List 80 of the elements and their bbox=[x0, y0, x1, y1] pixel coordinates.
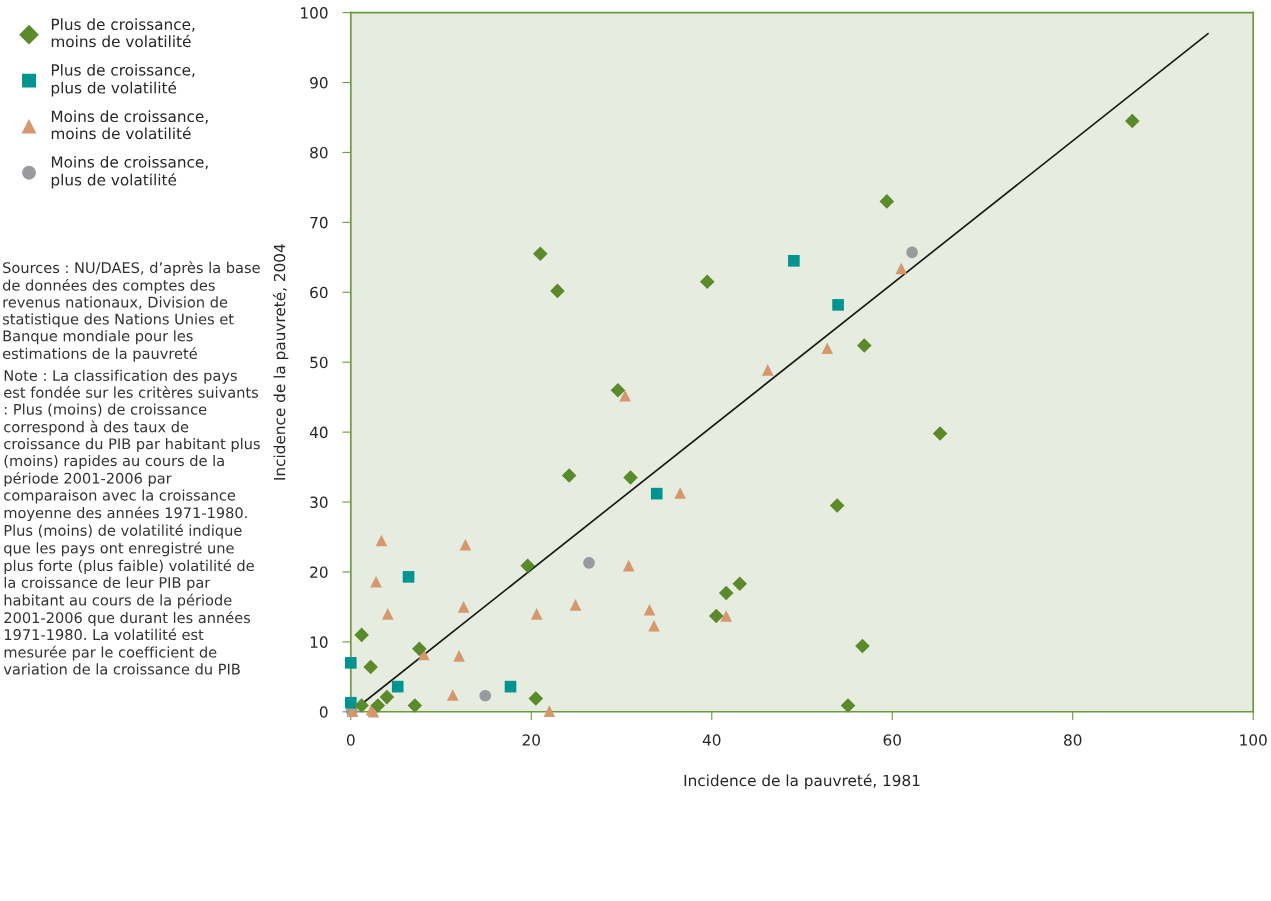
point bbox=[906, 246, 918, 259]
legend-label: Moins de croissance, plus de volatilité bbox=[51, 155, 208, 189]
point bbox=[479, 689, 492, 702]
point bbox=[407, 698, 423, 713]
legend-label: Moins de croissance, moins de volatilité bbox=[51, 110, 208, 140]
y-tick-label: 80 bbox=[310, 146, 328, 159]
point bbox=[622, 559, 635, 572]
point bbox=[375, 534, 388, 547]
y-tick-label: 0 bbox=[319, 706, 328, 718]
point bbox=[674, 487, 686, 499]
point bbox=[381, 608, 394, 620]
y-tick-label: 40 bbox=[309, 426, 328, 439]
point bbox=[623, 470, 638, 485]
x-tick-label: 80 bbox=[1064, 734, 1082, 746]
y-tick-label: 100 bbox=[301, 7, 328, 19]
point bbox=[821, 342, 834, 355]
legend-label: Plus de croissance, plus de volatilité bbox=[51, 63, 195, 97]
y-tick-label: 30 bbox=[310, 496, 328, 509]
point bbox=[550, 283, 565, 299]
point bbox=[619, 389, 631, 402]
point bbox=[720, 610, 733, 622]
y-tick-label: 70 bbox=[310, 216, 328, 229]
text: Note : La classification des pays est fondée sur les critères suivants : Plus (moins) de croissance correspond à des taux de croissance du PIB par habitant plus (moins) rapides au cours de la période 2001-2006 par comparaison avec la croissance moyenne des années 1971-1980. Plus (moins) de volatilité indique que les pays ont enregistré une plus forte (plus faible) volatilité de la croissance de leur PIB par habitant au cours de la période 2001-2006 que durant les années 1971-1980. La volatilité est mesurée par le coefficient de variation de la croissance du PIB bbox=[3, 369, 260, 675]
x-tick-label: 60 bbox=[883, 734, 901, 746]
point bbox=[840, 698, 856, 713]
point bbox=[528, 691, 544, 706]
point bbox=[370, 698, 386, 713]
point bbox=[699, 274, 715, 290]
point bbox=[761, 364, 774, 376]
point bbox=[402, 571, 415, 583]
point bbox=[354, 627, 369, 643]
point bbox=[363, 659, 378, 675]
point bbox=[370, 575, 382, 588]
point bbox=[379, 689, 395, 705]
point bbox=[895, 262, 908, 275]
point bbox=[829, 498, 845, 513]
point bbox=[446, 689, 459, 701]
point bbox=[879, 194, 895, 209]
point bbox=[543, 705, 556, 717]
point bbox=[650, 487, 663, 500]
point bbox=[932, 426, 948, 441]
point bbox=[732, 576, 748, 592]
point bbox=[504, 680, 517, 693]
point bbox=[344, 696, 357, 709]
y-tick-label: 10 bbox=[310, 636, 328, 648]
x-tick-label: 40 bbox=[702, 734, 721, 746]
source-note: Sources : NU/DAES, d’après la base de données des comptes des revenus nationaux, Division de statistique des Nations Unies et Banque mondiale pour les estimations de la pauvreté bbox=[2, 261, 260, 362]
y-tick-label: 60 bbox=[310, 286, 328, 299]
point bbox=[530, 608, 543, 620]
y-tick-label: 90 bbox=[310, 77, 328, 89]
y-tick-label: 50 bbox=[310, 356, 328, 369]
y-axis-title: Incidence de la pauvreté, 2004 bbox=[272, 244, 289, 480]
x-tick-label: 100 bbox=[1240, 734, 1267, 746]
point bbox=[648, 619, 660, 632]
point bbox=[453, 650, 465, 662]
y-tick-label: 20 bbox=[310, 566, 328, 578]
legend-label: Plus de croissance, moins de volatilité bbox=[51, 18, 195, 48]
point bbox=[520, 558, 535, 573]
point bbox=[788, 255, 800, 267]
point bbox=[561, 468, 577, 483]
point bbox=[583, 557, 595, 569]
point bbox=[457, 601, 470, 613]
point bbox=[569, 599, 582, 611]
point bbox=[610, 382, 626, 398]
x-tick-label: 20 bbox=[522, 734, 540, 746]
x-tick-label: 0 bbox=[346, 734, 355, 746]
point bbox=[391, 680, 404, 693]
x-axis-title: Incidence de la pauvreté, 1981 bbox=[684, 773, 920, 790]
point bbox=[643, 603, 656, 616]
point bbox=[708, 608, 724, 624]
point bbox=[412, 641, 427, 657]
point bbox=[459, 538, 472, 551]
point bbox=[855, 638, 870, 654]
point bbox=[718, 585, 734, 601]
point bbox=[533, 246, 548, 262]
point bbox=[832, 299, 844, 311]
point bbox=[1125, 113, 1140, 129]
point bbox=[354, 698, 369, 713]
point bbox=[856, 338, 872, 353]
point bbox=[344, 657, 357, 669]
